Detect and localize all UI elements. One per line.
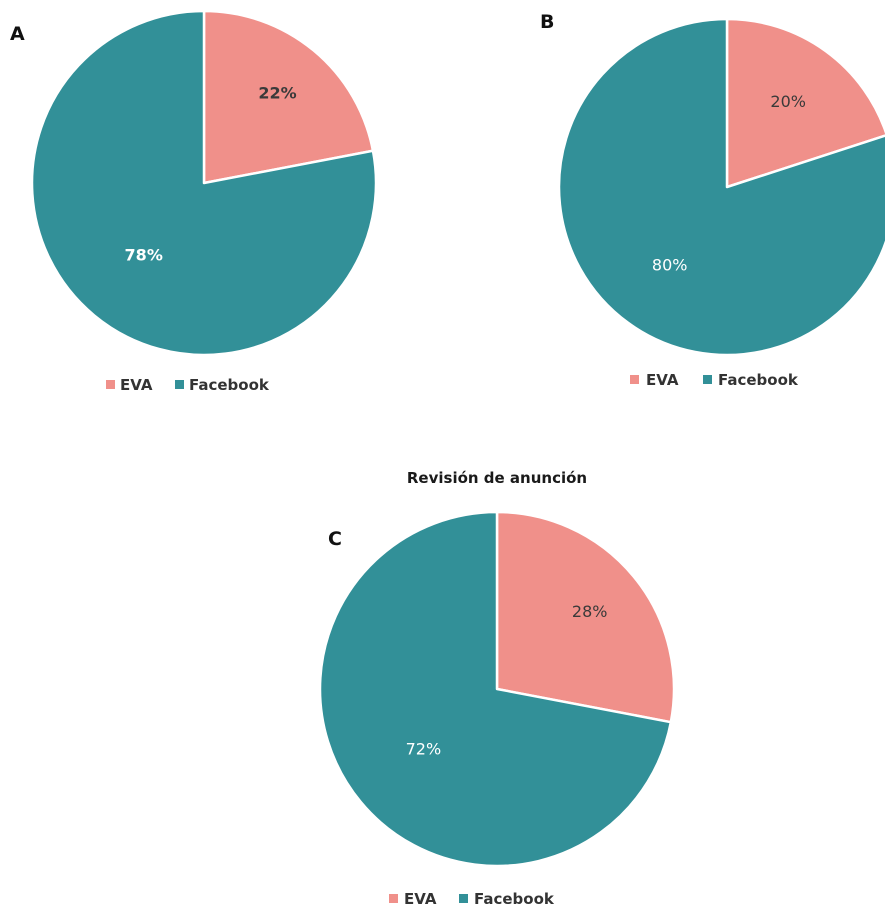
pie-b-label-eva: 20% bbox=[770, 92, 806, 111]
legend-c-eva-label: EVA bbox=[404, 890, 437, 908]
pie-b-labels: 20% 80% bbox=[652, 92, 806, 274]
legend-b: EVA Facebook bbox=[630, 371, 799, 389]
legend-a-facebook-label: Facebook bbox=[189, 376, 270, 394]
legend-a-facebook-swatch bbox=[175, 380, 184, 389]
legend-b-eva-swatch bbox=[630, 375, 639, 384]
pie-c-labels: 28% 72% bbox=[406, 602, 608, 759]
pie-a-labels: 22% 78% bbox=[125, 84, 297, 265]
legend-a-eva-label: EVA bbox=[120, 376, 153, 394]
pie-c-slice-eva bbox=[495, 510, 676, 724]
pie-b-slice-facebook bbox=[557, 17, 885, 357]
legend-b-eva-label: EVA bbox=[646, 371, 679, 389]
pie-c-label-eva: 28% bbox=[572, 602, 608, 621]
legend-a: EVA Facebook bbox=[106, 376, 270, 394]
legend-c-eva-swatch bbox=[389, 894, 398, 903]
pie-chart-a: A 22% 78% EVA Facebook bbox=[10, 9, 378, 394]
legend-b-facebook-label: Facebook bbox=[718, 371, 799, 389]
pie-a-slices bbox=[30, 9, 378, 357]
panel-label-a: A bbox=[10, 23, 25, 45]
legend-c: EVA Facebook bbox=[389, 890, 555, 908]
pie-c-slice-facebook bbox=[318, 510, 673, 868]
chart-title-c: Revisión de anunción bbox=[407, 469, 587, 487]
pie-a-slice-facebook bbox=[30, 9, 378, 357]
legend-b-facebook-swatch bbox=[703, 375, 712, 384]
pie-c-label-facebook: 72% bbox=[406, 739, 442, 758]
panel-label-b: B bbox=[540, 11, 554, 33]
pie-b-slices bbox=[557, 17, 885, 357]
panel-label-c: C bbox=[328, 528, 342, 550]
pie-b-label-facebook: 80% bbox=[652, 255, 688, 274]
pie-c-slices bbox=[318, 510, 676, 868]
pie-chart-c: Revisión de anunción C 28% 72% EVA Facebo… bbox=[318, 469, 676, 908]
pie-b-slice-eva bbox=[725, 17, 885, 189]
pie-a-label-eva: 22% bbox=[258, 84, 296, 103]
legend-c-facebook-swatch bbox=[459, 894, 468, 903]
pie-chart-b: B 20% 80% EVA Facebook bbox=[540, 11, 885, 389]
legend-c-facebook-label: Facebook bbox=[474, 890, 555, 908]
legend-a-eva-swatch bbox=[106, 380, 115, 389]
pie-a-label-facebook: 78% bbox=[125, 245, 163, 264]
pie-a-slice-eva bbox=[202, 9, 375, 185]
